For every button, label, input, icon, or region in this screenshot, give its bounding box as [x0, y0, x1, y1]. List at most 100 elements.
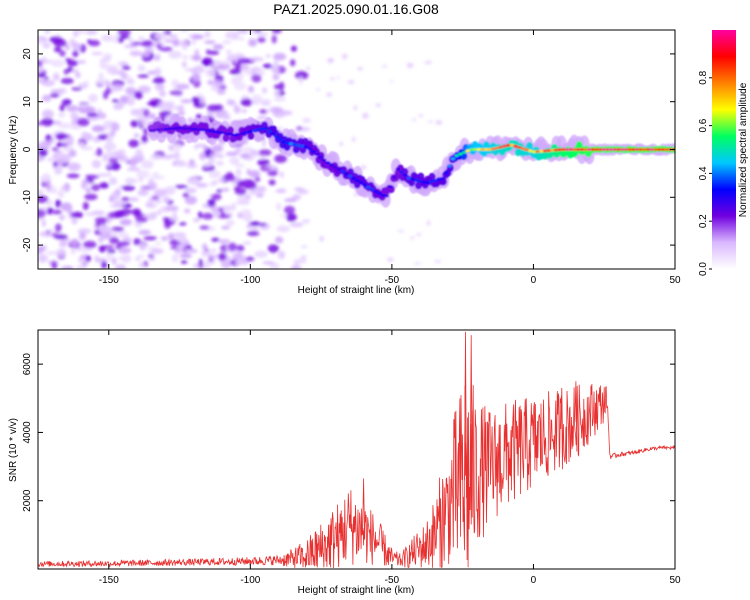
ridge-core	[149, 129, 154, 132]
noise-blob	[208, 157, 216, 163]
noise-blob	[353, 105, 358, 111]
ridge-core	[517, 146, 522, 149]
noise-blob	[114, 210, 125, 218]
noise-blob	[45, 199, 54, 206]
noise-blob	[43, 76, 49, 80]
noise-blob	[132, 208, 141, 216]
noise-blob	[49, 228, 54, 233]
noise-blob	[109, 195, 114, 202]
noise-blob	[121, 185, 136, 191]
noise-blob	[245, 256, 255, 261]
snr-x-axis-label: Height of straight line (km)	[298, 585, 415, 596]
noise-blob	[75, 71, 81, 79]
noise-blob	[262, 261, 275, 265]
ridge-core	[211, 130, 216, 133]
noise-blob	[235, 163, 245, 168]
noise-blob	[41, 117, 54, 127]
ridge-core	[244, 131, 250, 134]
noise-blob	[207, 104, 220, 112]
ridge-core	[373, 190, 378, 193]
noise-blob	[135, 216, 148, 223]
colorbar: 0.0 0.2 0.4 0.6 0.8 Normalized spectral ampl…	[698, 30, 749, 276]
noise-blob	[42, 56, 47, 64]
noise-blob	[183, 54, 188, 61]
ridge-core	[171, 127, 176, 130]
noise-blob	[274, 236, 284, 244]
ridge-core	[288, 142, 294, 146]
noise-blob	[109, 86, 124, 92]
noise-blob	[39, 232, 53, 237]
noise-blob	[375, 103, 382, 107]
noise-blob	[254, 176, 261, 182]
noise-blob	[138, 229, 151, 235]
noise-blob	[202, 212, 214, 220]
noise-blob	[208, 68, 216, 78]
ridge-core	[237, 132, 242, 136]
noise-blob	[262, 63, 273, 69]
ridge-band	[401, 168, 409, 176]
noise-blob	[249, 170, 261, 178]
noise-blob	[274, 90, 281, 98]
ridge-core	[395, 167, 400, 171]
noise-blob	[57, 122, 72, 129]
y-tick-label: 4000	[22, 421, 33, 444]
noise-blob	[138, 262, 145, 268]
noise-blob	[243, 181, 257, 190]
noise-blob	[94, 217, 108, 224]
noise-blob	[211, 193, 222, 201]
ridge-core	[491, 147, 496, 151]
ridge-core	[583, 148, 588, 151]
ridge-core	[347, 174, 353, 178]
noise-blob	[154, 241, 162, 246]
noise-blob	[248, 38, 257, 47]
noise-blob	[60, 186, 70, 190]
ridge-core	[196, 128, 202, 132]
noise-blob	[164, 101, 175, 107]
ridge-core	[296, 143, 301, 147]
noise-blob	[218, 177, 226, 183]
noise-blob	[141, 40, 154, 47]
noise-blob	[85, 174, 94, 179]
noise-blob	[211, 180, 219, 184]
ridge-core	[439, 177, 445, 180]
ridge-core	[185, 127, 191, 131]
ridge-core	[612, 148, 618, 151]
noise-blob	[389, 80, 394, 83]
noise-blob	[136, 170, 150, 179]
ridge-core	[425, 181, 430, 185]
ridge-core	[274, 135, 279, 139]
noise-blob	[82, 201, 89, 211]
ridge-band	[408, 178, 416, 187]
noise-blob	[148, 256, 155, 261]
noise-blob	[204, 30, 211, 39]
noise-blob	[276, 225, 290, 233]
noise-blob	[66, 173, 80, 179]
noise-blob	[256, 115, 268, 120]
ridge-core	[384, 194, 389, 198]
noise-blob	[38, 254, 49, 263]
snr-spike	[362, 478, 365, 540]
noise-blob	[59, 240, 68, 248]
noise-blob	[234, 82, 247, 91]
noise-blob	[266, 53, 271, 58]
snr-y-ticks: 2000 4000 6000	[22, 353, 675, 512]
noise-blob	[55, 199, 62, 208]
noise-blob	[231, 60, 236, 66]
noise-blob	[154, 67, 162, 77]
ridge-band	[247, 131, 255, 140]
noise-blob	[62, 100, 68, 107]
noise-blob	[210, 80, 223, 87]
noise-blob	[293, 259, 301, 265]
ridge-core	[531, 150, 537, 154]
ridge-core	[178, 126, 183, 130]
ridge-core	[506, 143, 511, 147]
noise-blob	[91, 51, 103, 56]
noise-blob	[130, 120, 139, 128]
ridge-core	[156, 128, 161, 132]
noise-blob	[216, 88, 226, 95]
noise-blob	[116, 100, 125, 109]
noise-blob	[56, 142, 64, 148]
noise-blob	[217, 214, 231, 219]
ridge-band	[347, 168, 355, 177]
noise-blob	[278, 81, 285, 91]
